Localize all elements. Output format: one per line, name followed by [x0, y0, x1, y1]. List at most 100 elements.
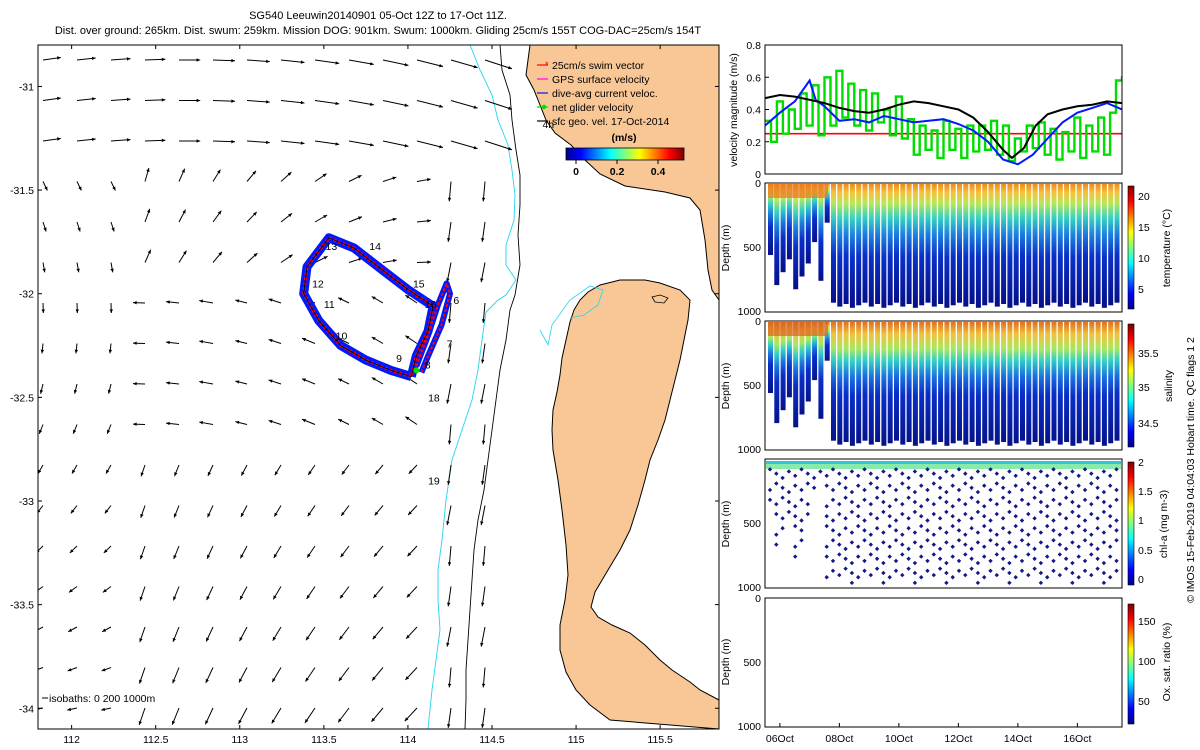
geo-velocity-arrowhead [268, 298, 273, 302]
temperature-profile [805, 184, 811, 264]
chlorophyll-sample [767, 497, 773, 503]
chlorophyll-sample [862, 558, 867, 564]
geo-velocity-arrowhead [205, 720, 209, 725]
chlorophyll-sample [1045, 483, 1050, 488]
temperature-panel: Depth (m) 0 500 1000 5 10 15 20 temperat… [720, 178, 1173, 318]
chlorophyll-sample [1095, 516, 1100, 521]
salinity-profile [950, 322, 956, 444]
geo-velocity-arrowhead [508, 147, 513, 151]
geo-velocity-arrowhead [266, 140, 270, 145]
chlorophyll-sample [881, 489, 886, 495]
chlorophyll-sample [1045, 513, 1050, 519]
geo-velocity-arrow [382, 100, 409, 107]
map-xtick-label: 114.5 [479, 734, 505, 746]
geo-velocity-arrowhead [405, 676, 410, 680]
chlorophyll-sample [849, 560, 855, 566]
geo-velocity-arrowhead [40, 349, 45, 354]
temperature-profile [1089, 184, 1095, 307]
geo-velocity-arrowhead [73, 389, 78, 394]
chlorophyll-sample [988, 558, 993, 564]
chlorophyll-sample [944, 540, 949, 545]
chlorophyll-sample [906, 566, 911, 571]
chlorophyll-sample [994, 511, 999, 517]
geo-velocity-arrowhead [42, 268, 46, 273]
chlorophyll-sample [893, 558, 899, 564]
geo-velocity-arrowhead [371, 418, 376, 422]
geo-velocity-arrowhead [235, 299, 240, 303]
chlorophyll-sample [1082, 538, 1088, 543]
chlorophyll-sample [925, 518, 930, 523]
geo-velocity-arrowhead [39, 429, 43, 434]
chlorophyll-sample [793, 513, 798, 519]
geo-velocity-arrowhead [427, 219, 431, 223]
map-y-ticks: -31 -31.5 -32 -32.5 -33 -33.5 -34 [10, 81, 719, 715]
chlorophyll-sample [963, 532, 968, 537]
geo-velocity-arrowhead [161, 98, 166, 102]
chlorophyll-sample [1019, 538, 1025, 543]
chlorophyll-sample [912, 469, 918, 474]
chlorophyll-sample [1063, 556, 1069, 561]
geo-velocity-arrow [280, 100, 305, 104]
velocity-series [765, 69, 1122, 166]
chlorophyll-sample [937, 546, 943, 552]
geo-velocity-arrowhead [38, 509, 41, 513]
land-mass [525, 45, 719, 729]
velocity-ytick-label: 0.2 [746, 137, 761, 149]
chlorophyll-ctick-4: 2 [1138, 457, 1144, 469]
temperature-profile [994, 184, 1000, 307]
geo-velocity-arrowhead [375, 470, 379, 475]
chlorophyll-sample [843, 526, 848, 531]
chlorophyll-sample [925, 497, 930, 503]
geo-velocity-arrowhead [173, 596, 177, 601]
chlorophyll-sample [767, 467, 773, 472]
chlorophyll-sample [887, 513, 892, 519]
geo-velocity-arrowhead [447, 723, 451, 728]
geo-velocity-arrowhead [371, 296, 376, 300]
chlorophyll-sample [1095, 556, 1100, 561]
chlorophyll-sample [1089, 501, 1094, 507]
salinity-profile [868, 322, 874, 445]
salinity-profile [963, 322, 969, 445]
geo-velocity-arrowhead [480, 278, 484, 283]
chlorophyll-sample [1038, 570, 1044, 576]
geo-velocity-arrow [38, 586, 44, 591]
geo-velocity-arrowhead [217, 210, 222, 215]
chlorophyll-sample [1013, 544, 1018, 549]
chlorophyll-sample [837, 501, 842, 507]
chlorophyll-sample [1000, 516, 1006, 521]
temperature-profile [849, 184, 855, 308]
geo-velocity-arrowhead [447, 359, 451, 364]
geo-velocity-arrowhead [68, 628, 73, 632]
chlorophyll-ctick-1: 0.5 [1138, 545, 1153, 557]
geo-velocity-arrowhead [252, 170, 256, 175]
geo-velocity-arrowhead [480, 642, 484, 647]
geo-velocity-arrowhead [111, 227, 115, 232]
chlorophyll-sample [874, 546, 880, 552]
geo-velocity-arrowhead [75, 309, 79, 313]
geo-velocity-arrowhead [199, 340, 204, 344]
velocity-ytick-label: 0.8 [746, 40, 761, 52]
chlorophyll-sample [1108, 544, 1113, 549]
geo-velocity-arrowhead [480, 521, 484, 526]
chlorophyll-sample [780, 475, 785, 481]
geo-velocity-arrowhead [272, 636, 277, 641]
chlorophyll-section [766, 461, 1121, 586]
chlorophyll-sample [1070, 580, 1075, 586]
chlorophyll-sample [893, 497, 899, 503]
chlorophyll-sample [988, 487, 993, 493]
map-xtick-label: 113.5 [311, 734, 337, 746]
chlorophyll-sample [811, 485, 817, 491]
geo-velocity-arrowhead [107, 429, 111, 434]
chlorophyll-sample [811, 475, 817, 481]
chlorophyll-sample [843, 566, 848, 571]
chlorophyll-sample [849, 489, 855, 495]
chlorophyll-sample [1038, 540, 1044, 545]
temperature-profile [780, 184, 786, 273]
chlorophyll-sample [937, 485, 943, 491]
geo-velocity-arrow [348, 100, 374, 106]
chlorophyll-sample [887, 554, 892, 559]
chlorophyll-sample [1095, 566, 1100, 571]
salinity-profile [1038, 322, 1044, 446]
chlorophyll-sample [1101, 540, 1107, 545]
chlorophyll-sample [1108, 554, 1113, 559]
